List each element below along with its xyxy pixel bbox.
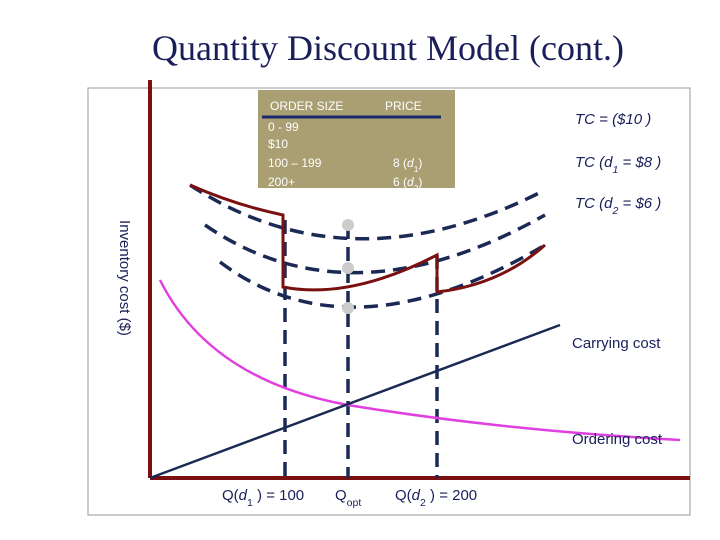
price-table xyxy=(258,90,455,188)
label: TC (d2 = $6 ) xyxy=(575,195,661,217)
ordering-label: Ordering cost xyxy=(572,431,663,448)
label-part: d xyxy=(412,487,421,504)
point xyxy=(342,262,354,274)
points xyxy=(342,219,354,314)
label-part: Q xyxy=(335,487,347,504)
label: $10 xyxy=(268,137,288,151)
tc-curve xyxy=(189,183,546,241)
label-part: = $8 ) xyxy=(618,154,661,171)
point xyxy=(342,219,354,231)
frame xyxy=(87,87,691,516)
label-part: Q( xyxy=(395,487,412,504)
tc-curves xyxy=(189,183,546,478)
tc-curve xyxy=(218,243,546,309)
label: PRICE xyxy=(385,99,422,113)
label-part: 1 xyxy=(247,497,253,509)
label-part: 1 xyxy=(414,164,419,174)
label-part: 2 xyxy=(414,183,419,193)
label: Q(d2 ) = 200 xyxy=(395,487,477,509)
label: 8 (d1) xyxy=(393,156,422,174)
label: 6 (d2) xyxy=(393,175,422,193)
label-part: 8 ( xyxy=(393,156,407,170)
label: Qopt xyxy=(335,487,361,509)
label: 100 – 199 xyxy=(268,156,322,170)
label: ORDER SIZE xyxy=(270,99,343,113)
label: Q(d1 ) = 100 xyxy=(222,487,304,509)
label: 0 - 99 xyxy=(268,120,299,134)
label: TC = ($10 ) xyxy=(575,111,651,128)
label-part: ) xyxy=(418,175,422,189)
labels: TC = ($10 )TC (d1 = $8 )TC (d2 = $6 )Q(d… xyxy=(222,111,661,509)
label-part: d xyxy=(407,175,414,189)
label-part: ) = 100 xyxy=(253,487,304,504)
ordering-cost-curve xyxy=(158,279,681,442)
title: Quantity Discount Model (cont.) xyxy=(152,28,624,68)
label-part: d xyxy=(604,154,613,171)
carrying-label: Carrying cost xyxy=(572,335,661,352)
total-cost-path xyxy=(189,183,546,294)
label: TC (d1 = $8 ) xyxy=(575,154,661,176)
point xyxy=(342,302,354,314)
label-part: opt xyxy=(347,497,362,509)
label-part: d xyxy=(604,195,613,212)
label-part: 2 xyxy=(612,205,619,217)
label-part: d xyxy=(239,487,248,504)
label-part: TC = ($10 ) xyxy=(575,111,651,128)
label-part: Q( xyxy=(222,487,239,504)
label-part: = $6 ) xyxy=(618,195,661,212)
label-part: 1 xyxy=(613,164,619,176)
label-part: 2 xyxy=(420,497,426,509)
label: 200+ xyxy=(268,175,295,189)
label-part: d xyxy=(407,156,414,170)
y-axis-label: Inventory cost ($) xyxy=(116,220,133,336)
label-part: 6 ( xyxy=(393,175,407,189)
tc-curve xyxy=(204,213,546,275)
label-part: ) xyxy=(418,156,422,170)
label-part: TC ( xyxy=(575,154,606,171)
carrying-cost-line xyxy=(149,323,561,480)
label-part: TC ( xyxy=(575,195,606,212)
label-part: ) = 200 xyxy=(426,487,477,504)
